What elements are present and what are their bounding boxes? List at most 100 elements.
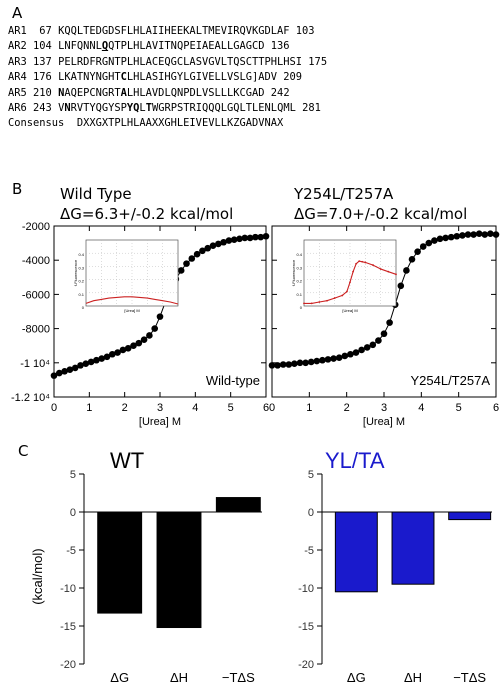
data-point xyxy=(71,364,79,372)
x-tick-label: 4 xyxy=(192,402,198,414)
inset-point xyxy=(352,270,354,273)
data-point xyxy=(363,344,371,351)
data-point xyxy=(296,359,304,367)
data-point xyxy=(330,355,337,362)
data-point xyxy=(268,362,276,369)
sequence-start: 67 xyxy=(33,25,59,37)
y-tick-label: -20 xyxy=(298,659,314,671)
bar xyxy=(448,511,492,521)
mut-chart-title: YL/TA xyxy=(325,448,385,473)
data-point xyxy=(103,353,111,361)
x-tick-label: 1 xyxy=(86,402,92,414)
data-point xyxy=(246,234,254,242)
data-point xyxy=(188,255,196,262)
inset-tick-label: 0.4 xyxy=(78,252,84,257)
data-point xyxy=(130,342,137,349)
data-point xyxy=(199,247,206,255)
category-label: −TΔS xyxy=(453,670,486,685)
data-point xyxy=(193,250,201,258)
data-point xyxy=(291,360,298,367)
inset-tick-label: 0.3 xyxy=(296,265,302,270)
data-point xyxy=(204,244,211,252)
x-tick-label: 0 xyxy=(51,402,57,414)
y-tick-label: -15 xyxy=(298,621,314,633)
mut-dg: ΔG=7.0+/-0.2 kcal/mol xyxy=(294,205,468,223)
inset-point xyxy=(364,261,367,264)
data-point xyxy=(492,231,500,238)
y-tick-label: -20 xyxy=(60,659,76,671)
sequence-end: 242 xyxy=(264,86,290,99)
x-tick-label: 3 xyxy=(381,402,387,414)
data-point xyxy=(425,239,433,247)
sequence-start: 137 xyxy=(33,55,59,68)
highlighted-residue: A xyxy=(120,86,127,99)
data-point xyxy=(442,234,449,242)
inset-y-label: f‑Fluorescence xyxy=(291,259,296,286)
data-point xyxy=(431,237,438,244)
data-point xyxy=(241,234,249,242)
inset-tick-label: 0.1 xyxy=(78,292,84,297)
data-point xyxy=(156,313,164,320)
data-point xyxy=(135,339,143,347)
sequence-name: AR5 xyxy=(8,86,34,99)
sequence-name: AR3 xyxy=(8,55,34,68)
y-tick-label: 5 xyxy=(70,469,76,481)
data-point xyxy=(313,357,321,365)
sequence-residues: LHLASIHGYLGIVELLVSLG]ADV xyxy=(126,71,278,84)
data-point xyxy=(225,237,233,244)
data-point xyxy=(109,350,116,358)
inset-tick-label: 0.1 xyxy=(296,292,302,297)
sequence-start: 176 xyxy=(33,71,59,84)
sequence-start: 243 xyxy=(33,101,59,114)
data-point xyxy=(262,232,270,240)
data-point xyxy=(481,231,489,238)
y-tick-label: -10 xyxy=(60,583,76,595)
data-point xyxy=(436,235,444,243)
data-point xyxy=(453,232,461,240)
sequence-end: 209 xyxy=(277,71,303,84)
sequence-residues: QTPLHLAVITNQPEIAEALLGAGCD xyxy=(108,40,265,53)
sequence-row: AR6 243 VNRVTYQGYSPYQLTWGRPSTRIQQQLGQLTL… xyxy=(8,101,500,116)
sequence-name: AR1 xyxy=(8,25,34,37)
bar xyxy=(156,511,202,629)
x-tick-label: 1 xyxy=(306,402,312,414)
inset-point xyxy=(341,294,344,297)
data-point xyxy=(215,240,222,248)
sequence-row: AR3 137 PELRDFRGNTPLHLACEQGCLASVGVLTQSCT… xyxy=(8,55,500,70)
data-point xyxy=(352,349,360,356)
bar xyxy=(391,511,435,585)
thermodynamics-charts: WT 5 0 -5 -10 -15 -20 (kcal/mol) ΔG ΔH −TΔS YL/TA 5 0… xyxy=(30,448,492,685)
data-point xyxy=(257,233,265,241)
data-point xyxy=(56,369,63,377)
sequence-residues: PELRDFRGNTPLHLACEQGCLASVGVLTQSCTTPHLHSI xyxy=(58,55,303,68)
data-point xyxy=(177,267,185,274)
category-label: ΔH xyxy=(170,670,188,685)
data-point xyxy=(252,233,259,241)
data-point xyxy=(475,230,483,237)
inset-curve xyxy=(85,296,179,305)
data-point xyxy=(408,256,416,263)
sequence-row: AR5 210 NAQEPCNGRTALHLAVDLQNPDLVSLLLKCGA… xyxy=(8,86,500,101)
inset-tick-label: 0 xyxy=(300,305,303,310)
wt-chart-title: WT xyxy=(110,448,144,473)
inset-point xyxy=(303,302,305,305)
y-tick-label: -10 xyxy=(298,583,314,595)
bar xyxy=(215,497,261,513)
sequence-residues: KQQLTEDGDSFLHLAIIHEEKALTMEVIRQVKGDLAF xyxy=(58,25,290,37)
data-point xyxy=(324,356,332,363)
inset-point xyxy=(379,268,382,270)
data-point xyxy=(347,350,354,358)
y-tick-label: -1 10⁴ xyxy=(20,358,50,370)
sequence-residues: AQEPCNGRT xyxy=(64,86,121,99)
data-point xyxy=(151,325,158,332)
category-label: ΔG xyxy=(110,670,129,685)
inset-point xyxy=(346,290,348,293)
data-point xyxy=(459,232,466,239)
inset-tick-label: 0.2 xyxy=(78,279,84,284)
panel-a-letter: A xyxy=(12,4,23,22)
sequence-name: AR4 xyxy=(8,71,34,84)
y-tick-label: -5 xyxy=(304,545,314,557)
data-point xyxy=(114,349,121,356)
x-tick-label: 5 xyxy=(456,402,462,414)
data-point xyxy=(61,368,68,375)
